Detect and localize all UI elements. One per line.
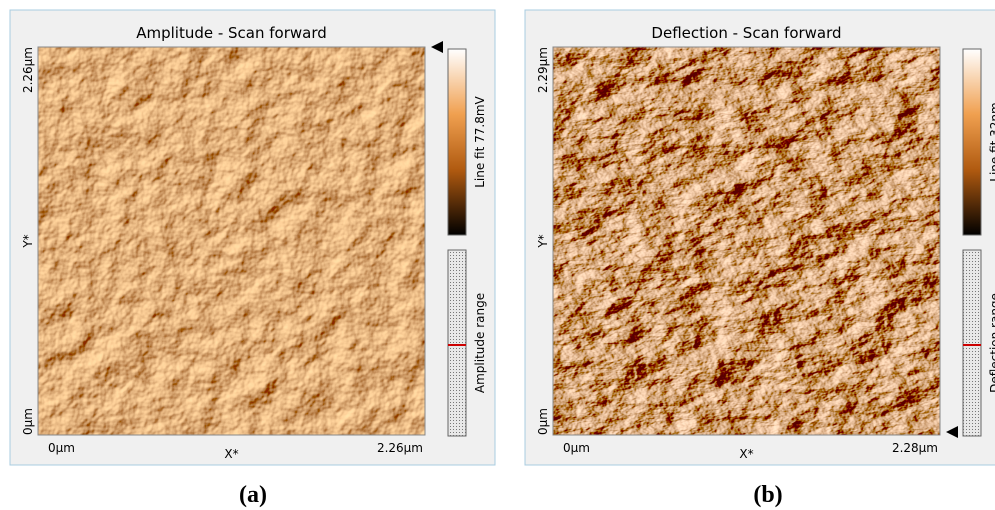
page: Amplitude - Scan forward 2.26µm Y* 0µm 0µm X*…	[0, 0, 995, 510]
x-axis-label: 2.28µm	[892, 441, 938, 455]
colorbar	[448, 49, 466, 235]
y-axis-label: 0µm	[536, 408, 550, 435]
x-axis-label: X*	[739, 447, 753, 461]
panel-title: Amplitude - Scan forward	[136, 24, 327, 42]
x-axis-label: 2.26µm	[377, 441, 423, 455]
caption: (a)	[239, 482, 267, 508]
range-bar	[448, 250, 466, 436]
range-label: Amplitude range	[473, 293, 487, 393]
colorbar-label: Line fit 77.8mV	[473, 95, 487, 187]
figure: Amplitude - Scan forward 2.26µm Y* 0µm 0µm X*…	[0, 0, 995, 510]
x-axis-label: X*	[224, 447, 238, 461]
scan-image	[38, 47, 425, 435]
y-axis-label: Y*	[21, 234, 35, 248]
y-axis-label: 2.26µm	[21, 47, 35, 93]
y-axis-label: 0µm	[21, 408, 35, 435]
colorbar	[963, 49, 981, 235]
scan-image	[553, 47, 940, 435]
y-axis-label: Y*	[536, 234, 550, 248]
panel-title: Deflection - Scan forward	[651, 24, 841, 42]
range-bar	[963, 250, 981, 436]
range-label: Deflection range	[988, 293, 995, 393]
caption: (b)	[753, 482, 782, 508]
colorbar-label: Line fit 32nm	[988, 102, 995, 181]
y-axis-label: 2.29µm	[536, 47, 550, 93]
x-axis-label: 0µm	[48, 441, 75, 455]
x-axis-label: 0µm	[563, 441, 590, 455]
